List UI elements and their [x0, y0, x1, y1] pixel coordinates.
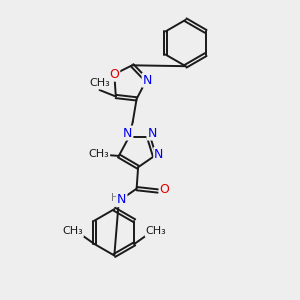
Text: CH₃: CH₃: [89, 78, 110, 88]
Text: N: N: [123, 127, 132, 140]
Text: H: H: [111, 193, 119, 203]
Text: N: N: [147, 127, 157, 140]
Text: CH₃: CH₃: [62, 226, 83, 236]
Text: N: N: [117, 193, 127, 206]
Text: N: N: [142, 74, 152, 87]
Text: CH₃: CH₃: [146, 226, 166, 236]
Text: CH₃: CH₃: [88, 149, 109, 160]
Text: O: O: [160, 183, 170, 196]
Text: N: N: [154, 148, 164, 161]
Text: O: O: [110, 68, 119, 81]
